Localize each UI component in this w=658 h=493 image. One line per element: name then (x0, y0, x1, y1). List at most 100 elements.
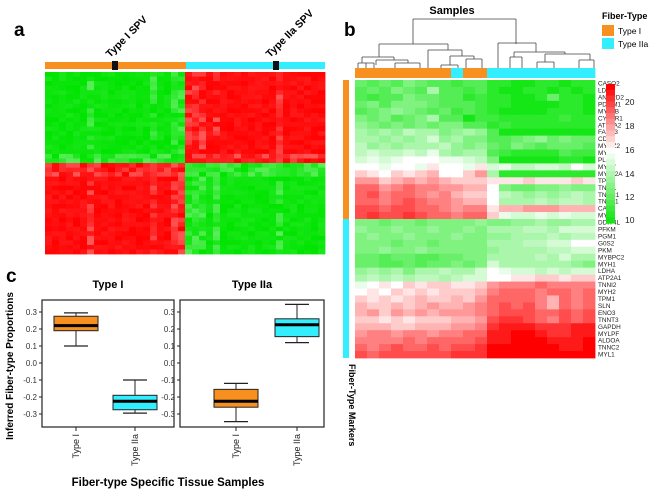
heatmap-cell (192, 103, 200, 109)
heatmap-cell (157, 122, 165, 127)
heatmap-cell (143, 208, 151, 214)
heatmap-cell (199, 85, 207, 91)
heatmap-cell (136, 181, 144, 187)
heatmap-cell (583, 344, 596, 352)
heatmap-cell (157, 190, 165, 196)
heatmap-cell (487, 316, 500, 324)
heatmap-cell (87, 163, 95, 168)
heatmap-cell (66, 190, 74, 196)
heatmap-cell (367, 239, 380, 248)
heatmap-cell (355, 93, 368, 102)
heatmap-cell (115, 181, 123, 187)
heatmap-cell (59, 153, 67, 159)
heatmap-cell (192, 126, 200, 132)
heatmap-cell (318, 213, 326, 218)
heatmap-cell (220, 140, 228, 146)
heatmap-cell (241, 222, 249, 228)
heatmap-cell (475, 253, 488, 262)
heatmap-cell (304, 244, 312, 250)
heatmap-cell (52, 99, 60, 105)
heatmap-cell (262, 131, 270, 137)
heatmap-cell (185, 122, 193, 127)
heatmap-cell (122, 81, 130, 87)
heatmap-cell (66, 108, 74, 114)
heatmap-cell (227, 85, 235, 91)
heatmap-cell (379, 232, 392, 241)
heatmap-cell (45, 167, 53, 173)
colorbar-step (606, 176, 615, 183)
heatmap-cell (439, 309, 452, 317)
heatmap-cell (52, 235, 60, 241)
heatmap-cell (213, 131, 221, 137)
column-annotation-cell (571, 68, 584, 78)
heatmap-cell (94, 231, 102, 237)
heatmap-cell (283, 135, 291, 141)
heatmap-cell (535, 121, 548, 130)
heatmap-cell (73, 203, 81, 209)
heatmap-cell (234, 140, 242, 146)
heatmap-cell (427, 149, 440, 157)
heatmap-cell (439, 198, 452, 206)
heatmap-cell (535, 316, 548, 324)
heatmap-cell (559, 205, 572, 213)
heatmap-cell (241, 108, 249, 114)
heatmap-cell (415, 114, 428, 123)
heatmap-cell (463, 274, 476, 282)
heatmap-cell (379, 219, 392, 227)
heatmap-cell (283, 231, 291, 237)
heatmap-cell (355, 253, 368, 262)
heatmap-cell (122, 85, 130, 91)
heatmap-cell (164, 244, 172, 250)
heatmap-cell (439, 316, 452, 324)
heatmap-cell (391, 288, 404, 296)
heatmap-cell (403, 100, 416, 109)
heatmap-cell (171, 222, 179, 228)
heatmap-cell (178, 172, 186, 178)
heatmap-cell (164, 199, 172, 205)
colorbar-step (606, 84, 615, 91)
heatmap-cell (304, 163, 312, 168)
heatmap-cell (59, 149, 67, 155)
heatmap-cell (523, 184, 536, 192)
heatmap-cell (439, 191, 452, 199)
heatmap-cell (73, 99, 81, 105)
heatmap-cell (311, 167, 319, 173)
heatmap-cell (367, 281, 380, 289)
heatmap-cell (150, 108, 158, 114)
heatmap-cell (164, 240, 172, 246)
heatmap-cell (499, 184, 512, 192)
heatmap-cell (276, 108, 284, 114)
heatmap-cell (475, 198, 488, 206)
heatmap-cell (355, 225, 368, 234)
heatmap-cell (101, 140, 109, 146)
heatmap-cell (283, 244, 291, 250)
heatmap-cell (367, 170, 380, 178)
heatmap-cell (318, 72, 326, 77)
heatmap-cell (297, 122, 305, 127)
heatmap-cell (262, 185, 270, 191)
heatmap-cell (248, 208, 256, 214)
heatmap-cell (59, 72, 67, 77)
heatmap-cell (115, 72, 123, 77)
heatmap-cell (559, 330, 572, 338)
heatmap-cell (311, 135, 319, 141)
heatmap-cell (547, 344, 560, 352)
heatmap-cell (150, 176, 158, 182)
heatmap-cell (523, 295, 536, 303)
heatmap-cell (427, 142, 440, 150)
heatmap-cell (318, 85, 326, 91)
heatmap-cell (248, 217, 256, 223)
heatmap-cell (276, 90, 284, 96)
heatmap-cell (94, 76, 102, 82)
heatmap-cell (73, 244, 81, 250)
heatmap-cell (547, 288, 560, 296)
heatmap-cell (178, 163, 186, 168)
heatmap-cell (297, 249, 305, 255)
heatmap-cell (136, 203, 144, 209)
heatmap-cell (150, 149, 158, 155)
heatmap-cell (199, 122, 207, 127)
heatmap-cell (178, 76, 186, 82)
heatmap-cell (318, 240, 326, 246)
heatmap-cell (290, 217, 298, 223)
heatmap-cell (403, 205, 416, 213)
